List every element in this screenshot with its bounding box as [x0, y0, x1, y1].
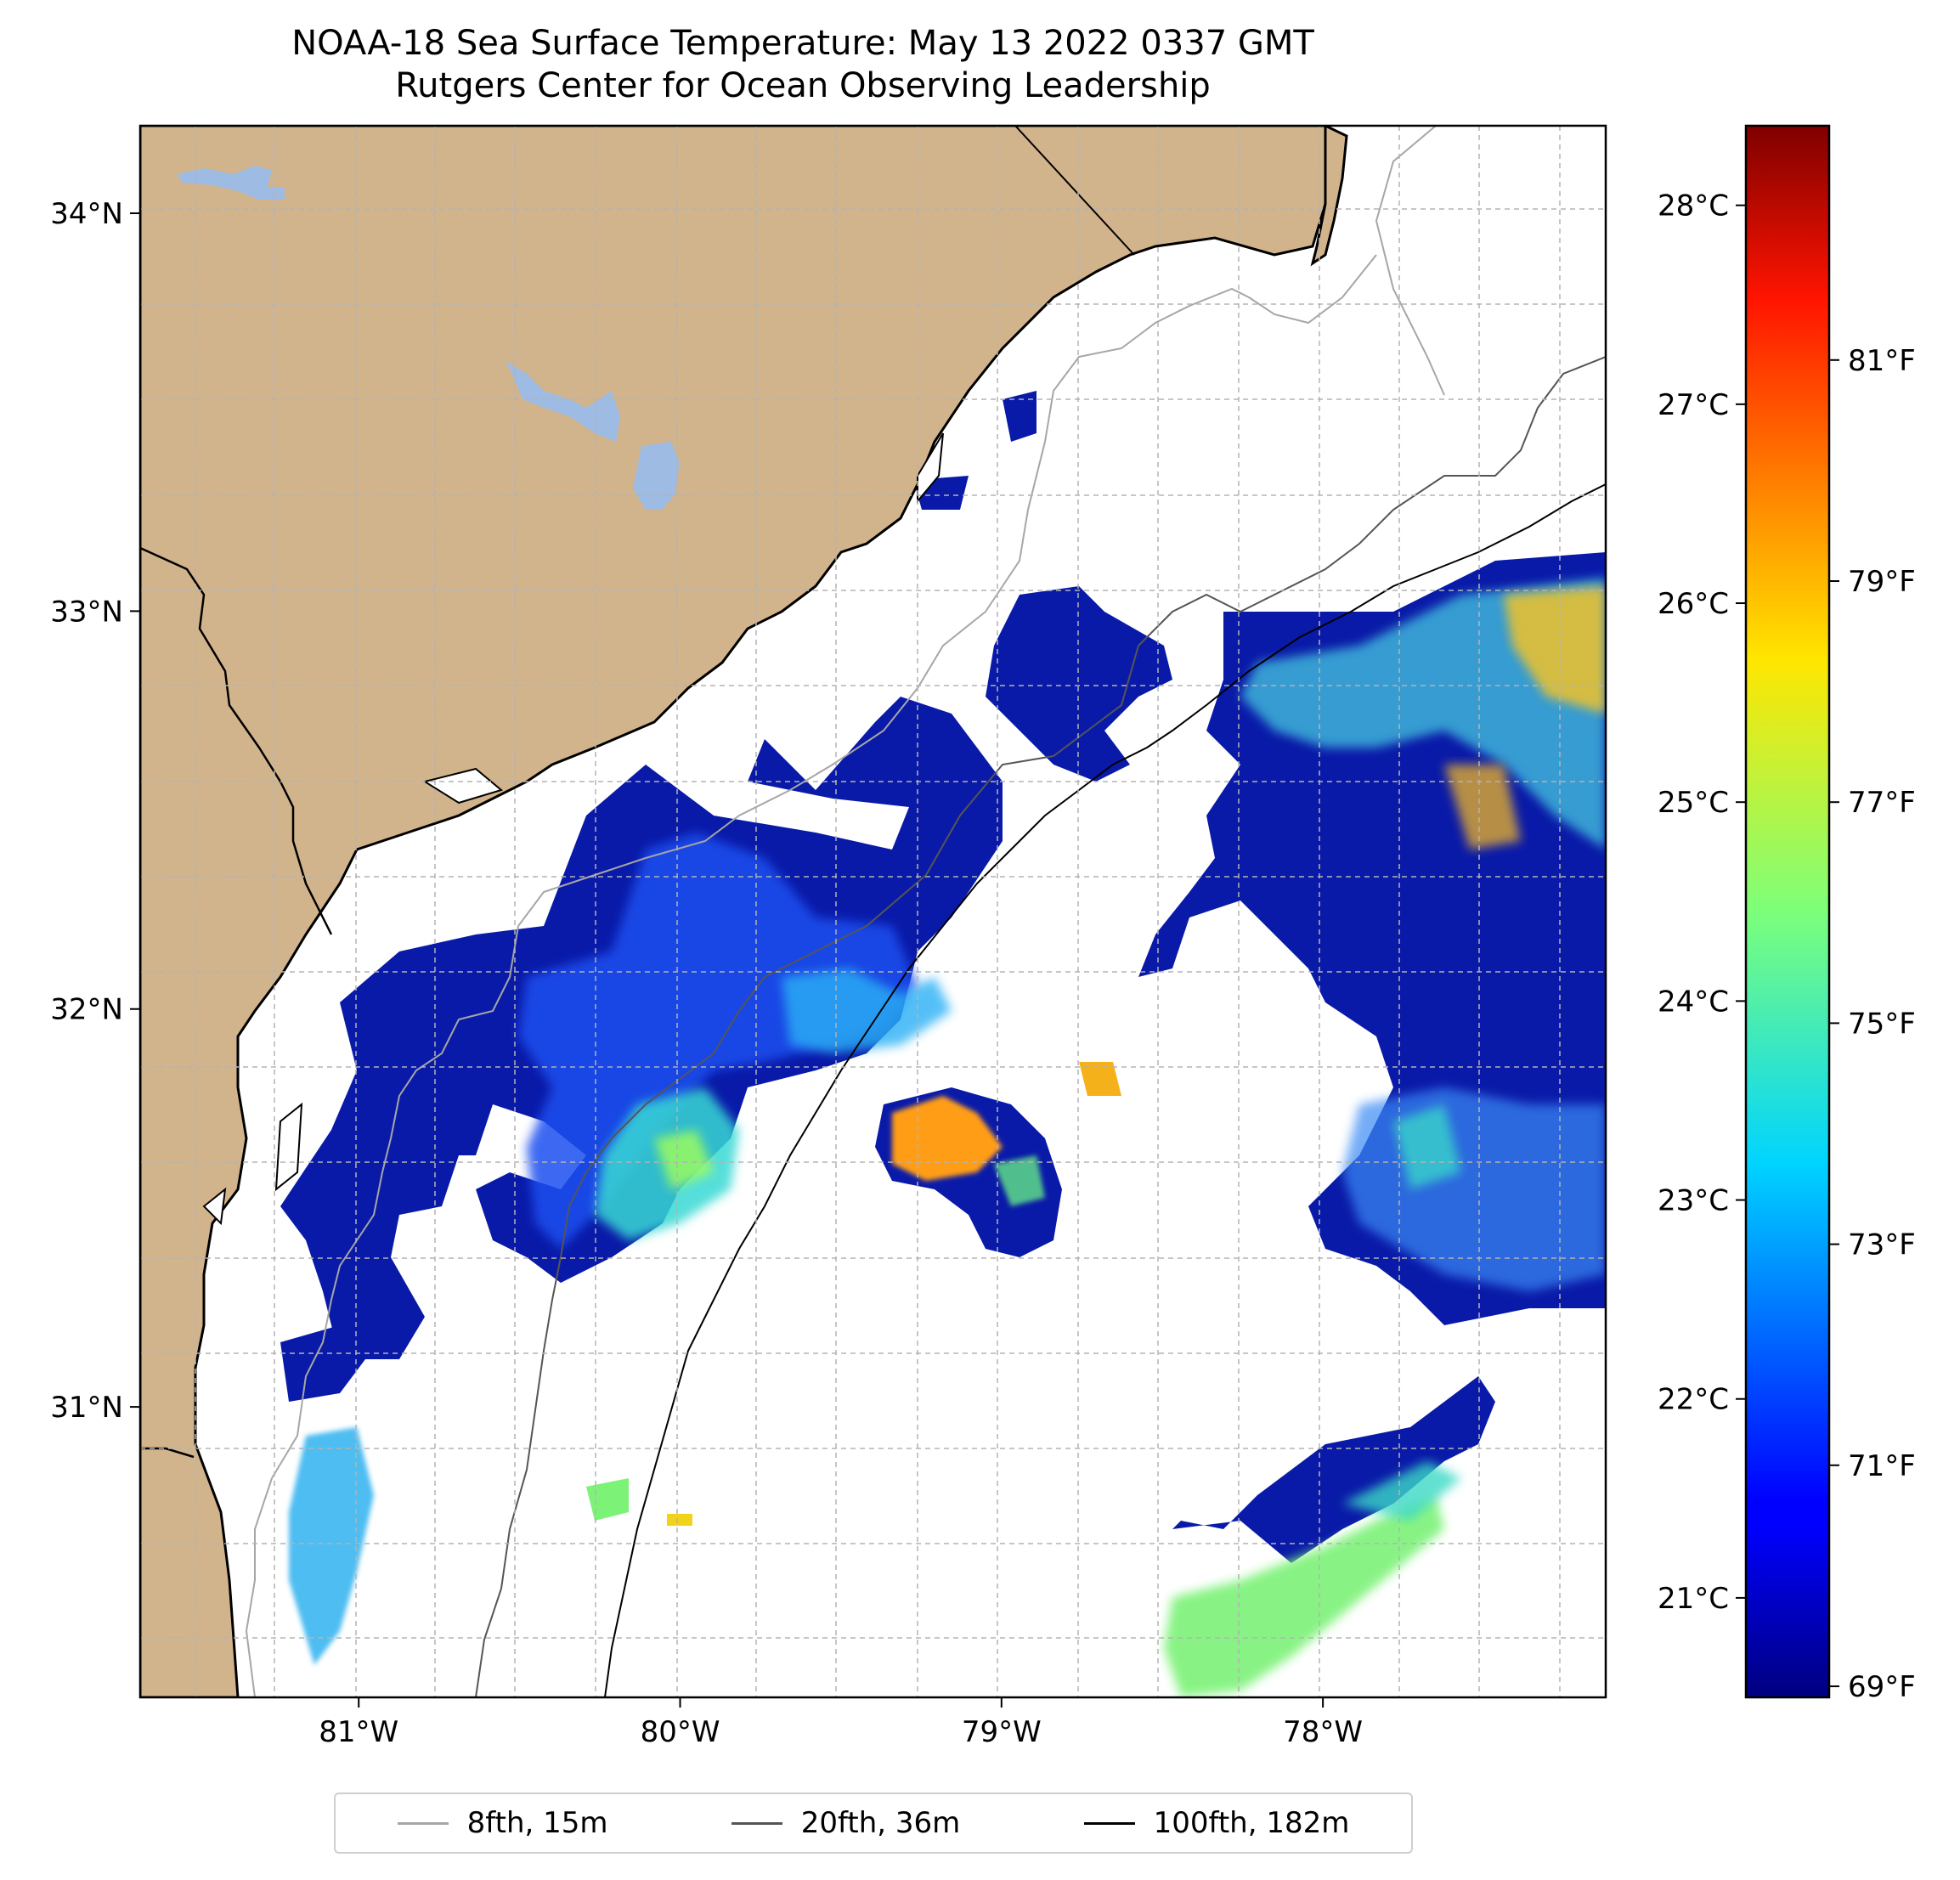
legend-label-100fth: 100fth, 182m	[1153, 1806, 1350, 1840]
sst-shelf-break-patch	[986, 586, 1172, 782]
lake-moultrie	[633, 442, 680, 510]
legend-swatch-100fth	[1083, 1821, 1135, 1825]
legend-item-100fth: 100fth, 182m	[1083, 1806, 1350, 1840]
longitude-ticks: 81°W 80°W 79°W 78°W	[319, 1697, 1363, 1749]
sst-small-patch-1	[1003, 391, 1036, 442]
lon-tick-label: 80°W	[641, 1715, 720, 1749]
land-inlet-3	[274, 1102, 303, 1192]
legend-swatch-20fth	[731, 1821, 782, 1825]
fahrenheit-tick-label: 81°F	[1848, 344, 1916, 378]
fahrenheit-tick-label: 79°F	[1848, 565, 1916, 599]
sst-south-offshore-rim	[1172, 1376, 1495, 1563]
title-line-2: Rutgers Center for Ocean Observing Leade…	[395, 66, 1211, 105]
sst-green-spot	[654, 1130, 714, 1189]
sst-south-offshore-cyan	[1342, 1461, 1461, 1521]
title-line-1: NOAA-18 Sea Surface Temperature: May 13 …	[291, 24, 1314, 63]
celsius-tick-label: 23°C	[1658, 1184, 1729, 1218]
state-border-sc-ga	[140, 546, 333, 935]
lon-tick-label: 81°W	[319, 1715, 398, 1749]
lat-tick-label: 32°N	[50, 993, 123, 1027]
map-panel	[140, 126, 1606, 1697]
sst-small-patch-3	[1079, 1062, 1121, 1096]
colorbar-frame	[1744, 124, 1831, 1699]
legend-item-8fth: 8fth, 15m	[397, 1806, 608, 1840]
legend-item-20fth: 20fth, 36m	[731, 1806, 961, 1840]
lat-tick-label: 31°N	[50, 1391, 123, 1425]
lon-tick-label: 79°W	[962, 1715, 1042, 1749]
sst-south-shelf-patch	[280, 1325, 365, 1402]
celsius-tick-label: 28°C	[1658, 189, 1729, 223]
celsius-tick-label: 21°C	[1658, 1582, 1729, 1616]
sst-south-offshore-green	[1164, 1495, 1444, 1697]
sst-small-patch-5	[667, 1514, 692, 1526]
legend-label-8fth: 8fth, 15m	[466, 1806, 608, 1840]
lat-tick-label: 34°N	[50, 197, 123, 231]
celsius-tick-label: 27°C	[1658, 388, 1729, 422]
legend-swatch-8fth	[397, 1821, 449, 1825]
sst-gulfstream-filament	[1444, 765, 1521, 850]
celsius-ticks: 21°C 22°C 23°C 24°C 25°C 26°C 27°C 28°C	[1658, 189, 1746, 1616]
sst-gulfstream-core	[1504, 586, 1606, 714]
map-frame	[138, 124, 1607, 1699]
legend-label-20fth: 20fth, 36m	[800, 1806, 961, 1840]
isobath-legend: 8fth, 15m 20fth, 36m 100fth, 182m	[334, 1792, 1413, 1854]
fahrenheit-tick-label: 75°F	[1848, 1007, 1916, 1041]
celsius-tick-label: 22°C	[1658, 1383, 1729, 1417]
sst-warm-fringe	[994, 1155, 1045, 1206]
state-border-ga-fl	[140, 1447, 195, 1459]
colorbar-gradient	[1746, 126, 1829, 1697]
lat-tick-label: 33°N	[50, 595, 123, 629]
fahrenheit-tick-label: 71°F	[1848, 1449, 1916, 1483]
lake-1	[177, 166, 285, 200]
land-inlet-2	[422, 767, 504, 805]
map-gridlines	[140, 126, 1606, 1697]
fahrenheit-ticks: 69°F 71°F 73°F 75°F 77°F 79°F 81°F	[1829, 344, 1916, 1704]
lake-marion	[506, 361, 620, 442]
isobath-20fth	[475, 356, 1606, 1697]
land-mass	[140, 126, 1336, 1697]
isobath-8fth	[245, 126, 1445, 1697]
state-border-nc-sc	[1014, 126, 1135, 256]
sst-data-layer	[280, 391, 1606, 1697]
sst-warm-streak	[782, 968, 952, 1053]
lon-tick-label: 78°W	[1283, 1715, 1363, 1749]
sst-south-coastal-patch	[289, 1427, 374, 1665]
sst-warm-core	[892, 1096, 1003, 1181]
latitude-ticks: 31°N 32°N 33°N 34°N	[50, 197, 140, 1425]
fahrenheit-tick-label: 73°F	[1848, 1228, 1916, 1262]
fahrenheit-tick-label: 77°F	[1848, 786, 1916, 820]
sst-small-patch-4	[586, 1478, 629, 1521]
land-inlet-4	[202, 1187, 227, 1226]
celsius-tick-label: 26°C	[1658, 587, 1729, 621]
sst-offshore-cyan-spot	[1393, 1104, 1461, 1189]
celsius-tick-label: 24°C	[1658, 985, 1729, 1019]
land-cape	[1310, 126, 1348, 267]
fahrenheit-tick-label: 69°F	[1848, 1670, 1916, 1704]
celsius-tick-label: 25°C	[1658, 786, 1729, 820]
map-title: NOAA-18 Sea Surface Temperature: May 13 …	[0, 22, 1606, 107]
